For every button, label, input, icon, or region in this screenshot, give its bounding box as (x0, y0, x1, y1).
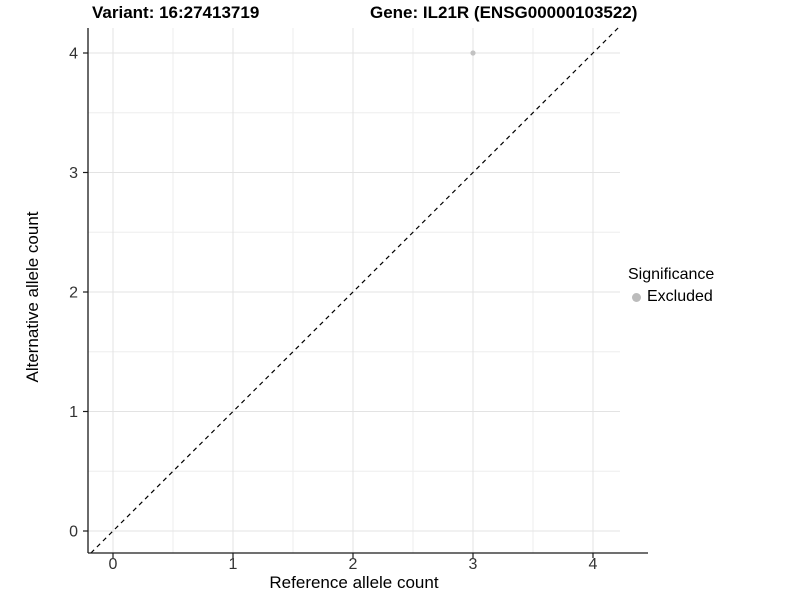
y-axis-title: Alternative allele count (23, 211, 42, 383)
legend-item-label: Excluded (647, 288, 713, 305)
x-axis-title: Reference allele count (269, 573, 439, 592)
x-tick-label: 3 (469, 556, 478, 573)
legend: Significance Excluded (628, 265, 714, 306)
x-tick-label: 1 (229, 556, 238, 573)
title-variant: Variant: 16:27413719 (92, 3, 260, 22)
legend-title: Significance (628, 266, 715, 283)
x-tick-label: 2 (349, 556, 358, 573)
x-tick-label: 0 (109, 556, 118, 573)
y-tick-label: 3 (69, 165, 78, 182)
y-tick-label: 2 (69, 285, 78, 302)
y-tick-label: 1 (69, 404, 78, 421)
legend-item: Excluded (628, 288, 714, 306)
legend-dot-icon (632, 292, 641, 302)
identity-dashed-line (90, 27, 619, 554)
y-tick-label: 4 (69, 46, 78, 63)
x-tick-label: 4 (589, 556, 598, 573)
title-gene: Gene: IL21R (ENSG00000103522) (370, 3, 638, 22)
y-tick-label: 0 (69, 524, 78, 541)
data-point (470, 50, 476, 56)
